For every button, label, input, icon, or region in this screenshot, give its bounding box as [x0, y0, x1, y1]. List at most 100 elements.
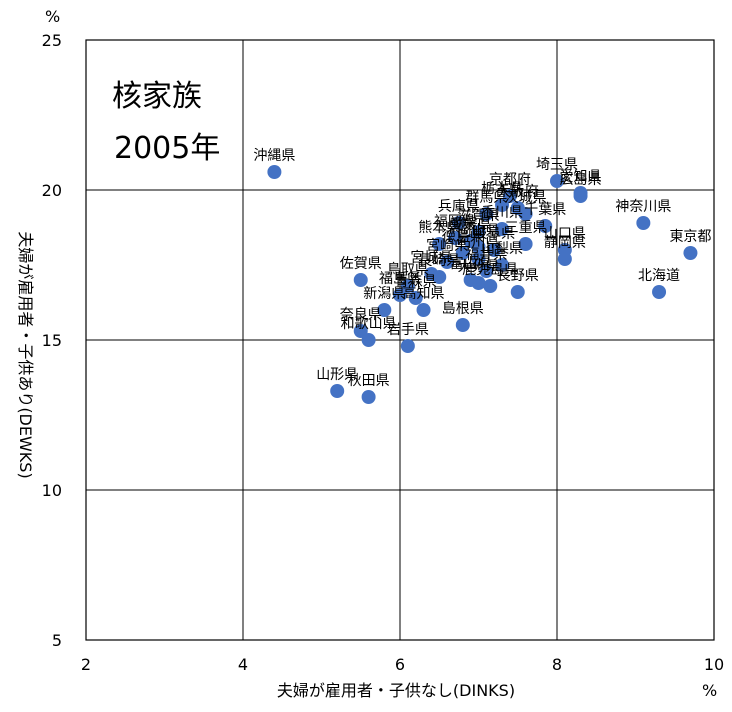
data-point-label: 高知県 — [403, 285, 445, 302]
data-point-label: 福島県 — [379, 271, 421, 287]
data-point-label: 静岡県 — [544, 235, 586, 251]
data-point-label: 鳥取県 — [387, 262, 429, 278]
data-point — [447, 231, 462, 245]
data-point — [538, 219, 553, 233]
data-point — [400, 279, 415, 293]
data-point-label: 山口県 — [544, 226, 586, 242]
data-point-label: 山梨県 — [481, 241, 523, 257]
data-point-label: 島根県 — [442, 301, 484, 317]
data-point — [416, 303, 431, 317]
data-point — [361, 390, 376, 404]
data-point — [463, 234, 478, 248]
x-tick-label: 6 — [395, 655, 405, 674]
data-point — [510, 201, 525, 215]
data-point — [502, 189, 517, 203]
data-point — [495, 198, 510, 212]
plot-border — [85, 39, 715, 641]
data-point-label: 青森県 — [395, 274, 437, 290]
data-point — [483, 279, 498, 293]
data-point-label: 鹿児島県 — [462, 261, 518, 278]
data-point-label: 佐賀県 — [340, 256, 382, 272]
x-tick-labels: 2 4 6 8 10 — [81, 655, 724, 674]
y-unit-label: % — [45, 7, 60, 26]
x-tick-label: 2 — [81, 655, 91, 674]
data-point-label: 長野県 — [497, 268, 539, 284]
data-point — [400, 339, 415, 353]
x-tick-label: 10 — [704, 655, 724, 674]
data-point — [455, 246, 470, 260]
data-point-label: 愛知県 — [560, 168, 602, 185]
data-point — [330, 384, 345, 398]
x-tick-label: 4 — [238, 655, 248, 674]
x-unit-label: % — [702, 681, 717, 700]
data-point — [683, 246, 698, 260]
data-point-label: 新潟県 — [363, 286, 405, 302]
y-tick-label: 15 — [42, 331, 62, 350]
data-point-label: 富山県 — [450, 255, 492, 272]
x-tick-label: 8 — [552, 655, 562, 674]
data-point-label: 宮崎県 — [426, 238, 468, 254]
data-point-label: 埼玉県 — [536, 157, 578, 173]
data-point-label: 滋賀県 — [458, 208, 500, 224]
data-point-label: 広島県 — [560, 172, 602, 188]
chart-subtitle: 2005年 — [114, 131, 220, 166]
data-point-label: 群馬県 — [465, 190, 507, 206]
data-point-label: 兵庫県 — [438, 198, 480, 215]
data-point — [267, 165, 282, 179]
data-point — [377, 303, 392, 317]
data-point — [495, 222, 510, 236]
data-point-label: 和歌山県 — [341, 316, 397, 332]
data-point-label: 秋田県 — [348, 373, 390, 389]
data-point-label: 北海道 — [638, 268, 680, 284]
data-point — [393, 288, 407, 302]
y-tick-label: 10 — [42, 481, 62, 500]
data-point — [361, 333, 376, 347]
data-points — [267, 165, 698, 404]
data-point — [440, 255, 455, 269]
data-point-label: 神奈川県 — [615, 199, 671, 215]
data-point-label: 熊本県 — [418, 220, 460, 236]
data-point-label: 京都府 — [489, 172, 531, 188]
data-point — [573, 189, 588, 203]
y-tick-label: 5 — [52, 631, 62, 650]
data-point-label: 福井県 — [465, 247, 507, 263]
data-point — [510, 285, 525, 299]
data-point-label: 徳島県 — [442, 229, 484, 245]
data-point — [408, 291, 423, 305]
y-axis-title: 夫婦が雇用者・子供あり(DEWKS) — [16, 231, 35, 478]
data-point-label: 長崎県 — [418, 253, 460, 269]
data-point-label: 香川県 — [481, 205, 523, 221]
data-point-label: 千葉県 — [524, 202, 566, 218]
data-point — [479, 207, 494, 221]
data-point-label: 岡山県 — [458, 223, 500, 239]
data-point-label: 東京都 — [669, 229, 711, 245]
data-point — [353, 273, 368, 287]
data-point-label: 愛媛県 — [450, 217, 492, 233]
data-point — [479, 264, 494, 278]
data-point — [652, 285, 667, 299]
data-point-label: 大阪府 — [497, 184, 539, 200]
data-point — [471, 252, 486, 266]
y-tick-label: 20 — [42, 181, 62, 200]
data-point-label: 栃木県 — [481, 181, 523, 197]
data-point-label: 宮城県 — [410, 250, 452, 266]
data-point — [550, 174, 564, 188]
data-point — [432, 237, 447, 251]
data-point-label: 福岡県 — [434, 214, 476, 230]
x-axis-title: 夫婦が雇用者・子供なし(DINKS) — [277, 681, 515, 700]
data-point-label: 石川県 — [458, 235, 500, 251]
data-point-label: 山形県 — [316, 367, 358, 383]
data-point-label: 大分県 — [458, 259, 500, 275]
y-tick-label: 25 — [42, 31, 62, 50]
data-point-label: 三重県 — [505, 220, 547, 236]
data-point-label: 奈良県 — [340, 307, 382, 323]
data-point — [557, 252, 572, 266]
data-point — [353, 324, 368, 338]
data-point — [487, 243, 502, 257]
data-point — [432, 270, 447, 284]
chart-title: 核家族 — [112, 79, 202, 114]
data-point-label: 岐阜県 — [473, 225, 515, 242]
y-tick-labels: 5 10 15 20 25 — [42, 31, 62, 650]
